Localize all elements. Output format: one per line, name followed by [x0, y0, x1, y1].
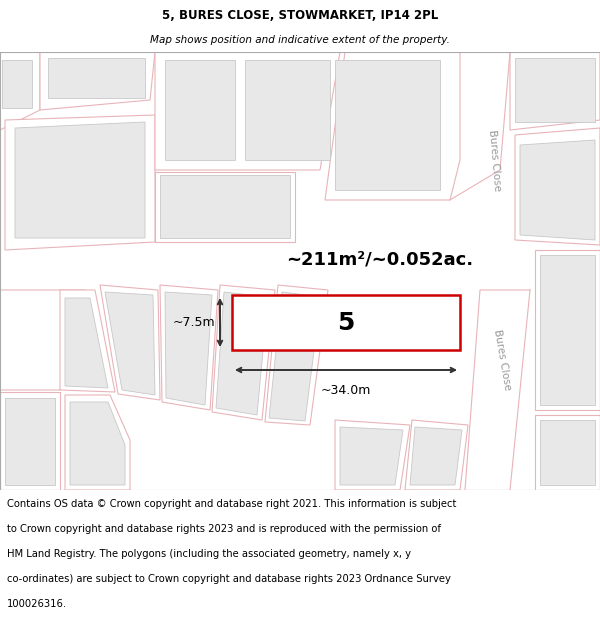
Polygon shape [335, 420, 410, 490]
Polygon shape [15, 122, 145, 238]
Polygon shape [540, 255, 595, 405]
Text: Bures Close: Bures Close [487, 129, 502, 191]
Text: Bures Close: Bures Close [492, 329, 512, 391]
Polygon shape [515, 58, 595, 122]
Polygon shape [465, 290, 530, 490]
Polygon shape [510, 52, 600, 130]
Text: to Crown copyright and database rights 2023 and is reproduced with the permissio: to Crown copyright and database rights 2… [7, 524, 441, 534]
Polygon shape [340, 427, 403, 485]
Polygon shape [269, 292, 321, 421]
Polygon shape [155, 172, 295, 242]
Polygon shape [65, 298, 108, 388]
Polygon shape [410, 427, 462, 485]
Polygon shape [0, 52, 40, 130]
Text: Contains OS data © Crown copyright and database right 2021. This information is : Contains OS data © Crown copyright and d… [7, 499, 457, 509]
Polygon shape [0, 52, 600, 490]
Polygon shape [100, 285, 160, 400]
Polygon shape [325, 52, 460, 200]
Polygon shape [160, 175, 290, 238]
Text: 100026316.: 100026316. [7, 599, 67, 609]
Polygon shape [105, 292, 155, 395]
Polygon shape [535, 250, 600, 410]
Polygon shape [0, 290, 85, 390]
Text: ~34.0m: ~34.0m [321, 384, 371, 397]
Text: ~211m²/~0.052ac.: ~211m²/~0.052ac. [286, 251, 473, 269]
Polygon shape [155, 242, 490, 290]
Polygon shape [165, 292, 212, 405]
Polygon shape [212, 285, 275, 420]
Polygon shape [245, 60, 330, 160]
Text: co-ordinates) are subject to Crown copyright and database rights 2023 Ordnance S: co-ordinates) are subject to Crown copyr… [7, 574, 451, 584]
Polygon shape [0, 392, 60, 490]
Text: Map shows position and indicative extent of the property.: Map shows position and indicative extent… [150, 36, 450, 46]
Polygon shape [405, 420, 468, 490]
Text: HM Land Registry. The polygons (including the associated geometry, namely x, y: HM Land Registry. The polygons (includin… [7, 549, 411, 559]
Text: ~7.5m: ~7.5m [172, 316, 215, 329]
Polygon shape [515, 128, 600, 245]
Polygon shape [265, 285, 328, 425]
Polygon shape [70, 402, 125, 485]
Polygon shape [60, 290, 115, 392]
Polygon shape [165, 60, 235, 160]
Text: 5, BURES CLOSE, STOWMARKET, IP14 2PL: 5, BURES CLOSE, STOWMARKET, IP14 2PL [162, 9, 438, 22]
Text: 5: 5 [337, 311, 355, 334]
Polygon shape [520, 140, 595, 240]
Polygon shape [540, 420, 595, 485]
Polygon shape [2, 60, 32, 108]
Polygon shape [48, 58, 145, 98]
Polygon shape [450, 52, 510, 200]
Polygon shape [535, 415, 600, 490]
Polygon shape [216, 292, 268, 415]
Polygon shape [335, 60, 440, 190]
Polygon shape [40, 52, 155, 110]
Polygon shape [160, 285, 218, 410]
Polygon shape [5, 115, 155, 250]
Polygon shape [155, 52, 340, 170]
Polygon shape [232, 295, 460, 350]
Polygon shape [5, 398, 55, 485]
Polygon shape [65, 395, 130, 490]
